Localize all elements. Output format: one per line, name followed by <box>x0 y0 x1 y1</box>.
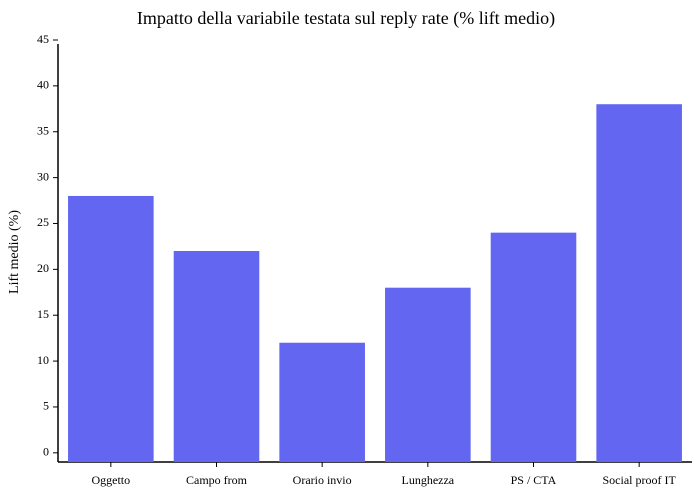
bar <box>173 251 260 462</box>
y-tick-label: 40 <box>37 78 49 92</box>
chart-title: Impatto della variabile testata sul repl… <box>137 8 555 29</box>
bar <box>490 232 577 462</box>
y-tick-label: 15 <box>37 307 49 321</box>
y-tick-label: 35 <box>37 123 49 137</box>
x-tick-label: PS / CTA <box>511 473 557 487</box>
x-tick-label: Oggetto <box>91 473 130 487</box>
y-tick-label: 10 <box>37 353 49 367</box>
x-tick-label: Lunghezza <box>402 473 455 487</box>
y-tick-label: 45 <box>37 32 49 46</box>
y-tick-label: 0 <box>43 445 49 459</box>
x-tick-label: Social proof IT <box>603 473 677 487</box>
bar <box>596 104 682 462</box>
y-tick-label: 25 <box>37 215 49 229</box>
bar <box>279 342 365 462</box>
bar <box>385 287 471 462</box>
y-axis-label: Lift medio (%) <box>7 210 22 294</box>
y-tick-label: 30 <box>37 169 49 183</box>
bar <box>68 195 154 462</box>
x-tick-label: Orario invio <box>293 473 352 487</box>
x-tick-label: Campo from <box>186 473 248 487</box>
y-tick-label: 5 <box>43 399 49 413</box>
y-tick-label: 20 <box>37 261 49 275</box>
